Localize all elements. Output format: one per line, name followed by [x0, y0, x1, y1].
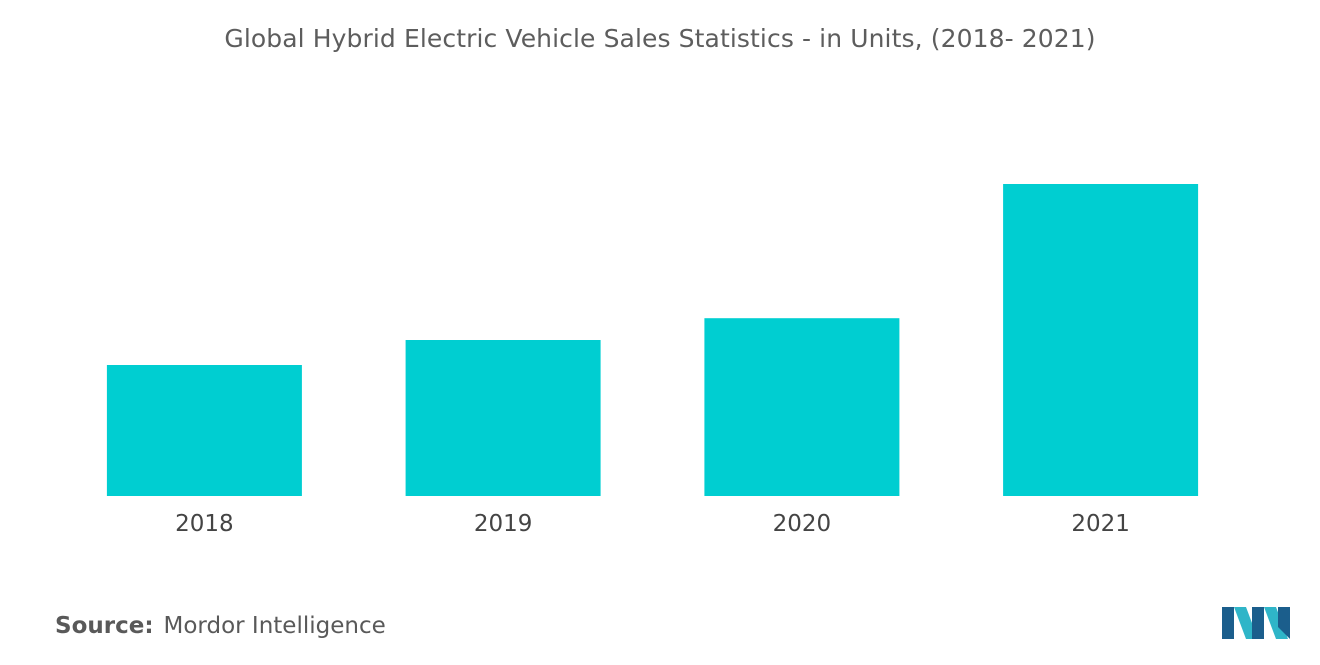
source-value: Mordor Intelligence	[163, 613, 386, 639]
source-label: Source:	[55, 613, 154, 639]
x-tick-label-2018: 2018	[175, 511, 234, 537]
bars-group	[106, 184, 1199, 496]
bar-2021	[1003, 184, 1199, 496]
x-axis-ticks: 2018 2019 2020 2021	[175, 511, 1130, 537]
x-tick-label-2020: 2020	[773, 511, 832, 537]
bar-2020	[704, 318, 900, 496]
x-tick-label-2019: 2019	[474, 511, 533, 537]
source-note: Source: Mordor Intelligence	[55, 613, 386, 639]
x-tick-label-2021: 2021	[1071, 511, 1130, 537]
chart-title: Global Hybrid Electric Vehicle Sales Sta…	[224, 24, 1096, 53]
mordor-intelligence-logo-icon	[1222, 607, 1290, 639]
bar-2018	[106, 365, 302, 496]
bar-2019	[405, 340, 601, 496]
